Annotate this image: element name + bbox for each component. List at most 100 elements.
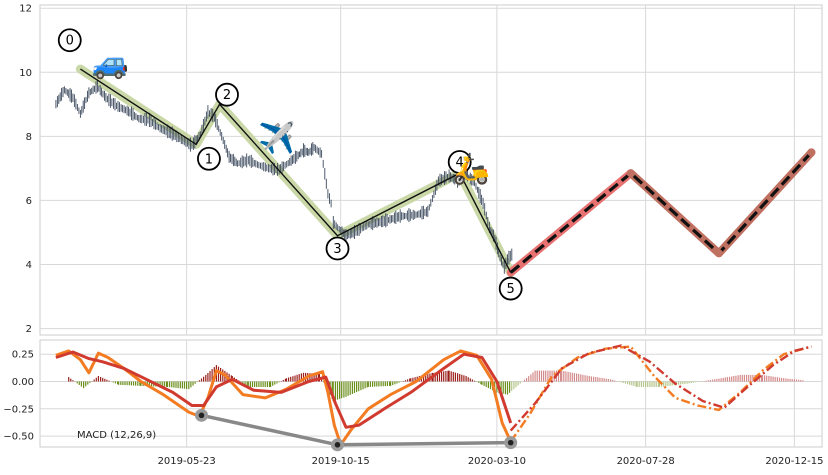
histogram-bar — [670, 382, 671, 386]
histogram-bar — [362, 382, 363, 390]
histogram-bar — [621, 382, 622, 383]
histogram-bar — [561, 371, 562, 382]
histogram-bar — [800, 380, 801, 382]
histogram-bar — [252, 382, 253, 388]
histogram-bar — [750, 375, 751, 382]
histogram-bar — [290, 377, 291, 382]
histogram-bar — [385, 382, 386, 387]
histogram-bar — [370, 382, 371, 387]
histogram-bar — [764, 375, 765, 381]
histogram-bar — [89, 382, 90, 383]
histogram-bar — [381, 382, 382, 387]
histogram-bar — [472, 380, 473, 382]
histogram-bar — [283, 380, 284, 382]
histogram-bar — [792, 379, 793, 381]
histogram-bar — [740, 375, 741, 382]
histogram-bar — [387, 382, 388, 387]
histogram-bar — [643, 382, 644, 388]
histogram-bar — [184, 382, 185, 389]
histogram-bar — [272, 382, 273, 386]
wave-label-text: 3 — [333, 242, 341, 257]
histogram-bar — [641, 382, 642, 388]
histogram-bar — [735, 376, 736, 382]
histogram-bar — [518, 382, 519, 386]
histogram-bar — [689, 382, 690, 384]
histogram-bar — [654, 382, 655, 388]
histogram-bar — [718, 379, 719, 382]
histogram-bar — [547, 371, 548, 382]
histogram-bar — [343, 382, 344, 398]
histogram-bar — [597, 377, 598, 381]
histogram-bar — [627, 382, 628, 385]
histogram-bar — [339, 382, 340, 400]
histogram-bar — [663, 382, 664, 387]
histogram-bar — [98, 376, 99, 382]
histogram-bar — [723, 378, 724, 382]
histogram-bar — [574, 373, 575, 381]
histogram-bar — [352, 382, 353, 395]
histogram-bar — [341, 382, 342, 399]
histogram-bar — [279, 382, 280, 383]
histogram-bar — [449, 371, 450, 382]
histogram-bar — [714, 379, 715, 381]
macd-annotation: MACD (12,26,9) — [77, 430, 156, 441]
price-y-tick-label: 4 — [26, 260, 32, 271]
histogram-bar — [777, 377, 778, 381]
histogram-bar — [443, 371, 444, 381]
histogram-bar — [297, 375, 298, 382]
histogram-bar — [481, 382, 482, 385]
histogram-bar — [552, 371, 553, 382]
histogram-bar — [131, 382, 132, 386]
histogram-bar — [115, 382, 116, 384]
airplane-icon: ✈️ — [258, 119, 295, 156]
histogram-bar — [407, 379, 408, 381]
histogram-bar — [72, 380, 73, 381]
histogram-bar — [478, 382, 479, 384]
histogram-bar — [486, 382, 487, 388]
histogram-bar — [79, 382, 80, 385]
macd-y-axis: 0.250.00−0.25−0.50 — [3, 350, 34, 443]
histogram-bar — [77, 382, 78, 384]
histogram-bar — [480, 382, 481, 385]
histogram-bar — [578, 374, 579, 382]
histogram-bar — [695, 382, 696, 383]
histogram-bar — [798, 380, 799, 382]
histogram-bar — [94, 380, 95, 382]
histogram-bar — [742, 375, 743, 382]
histogram-bar — [593, 377, 594, 382]
histogram-bar — [390, 382, 391, 386]
histogram-bar — [265, 382, 266, 388]
histogram-bar — [164, 382, 165, 387]
histogram-bar — [286, 378, 287, 381]
histogram-bar — [186, 382, 187, 389]
histogram-bar — [796, 380, 797, 382]
histogram-bar — [135, 382, 136, 386]
histogram-bar — [113, 382, 114, 383]
histogram-bar — [649, 382, 650, 388]
histogram-bar — [526, 378, 527, 382]
histogram-bar — [738, 375, 739, 381]
histogram-bar — [783, 378, 784, 381]
histogram-bar — [505, 382, 506, 395]
histogram-bar — [684, 382, 685, 384]
histogram-bar — [83, 382, 84, 389]
histogram-bar — [731, 376, 732, 381]
projected-wave-vertex — [627, 169, 635, 177]
histogram-bar — [102, 378, 103, 382]
histogram-bar — [470, 378, 471, 381]
histogram-bar — [513, 382, 514, 390]
histogram-bar — [199, 380, 200, 381]
histogram-bar — [463, 375, 464, 381]
histogram-bar — [203, 377, 204, 382]
histogram-bar — [524, 380, 525, 382]
histogram-bar — [173, 382, 174, 388]
histogram-bar — [376, 382, 377, 387]
histogram-bar — [100, 377, 101, 382]
histogram-bar — [746, 375, 747, 382]
macd-y-tick-label: −0.25 — [3, 404, 34, 415]
wave-label-1: 1 — [198, 148, 220, 170]
histogram-bar — [530, 374, 531, 381]
histogram-bar — [520, 382, 521, 384]
histogram-bar — [269, 382, 270, 388]
